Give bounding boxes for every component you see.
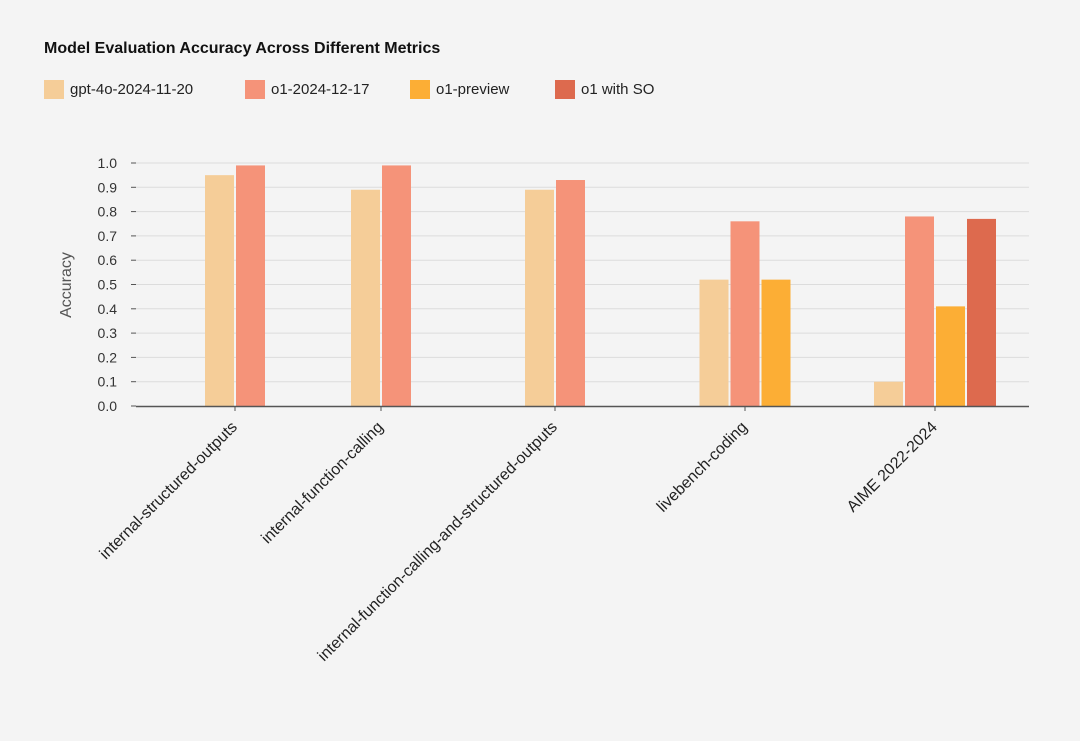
legend-swatch — [410, 79, 430, 99]
x-tick-label: internal-structured-outputs — [97, 419, 241, 563]
bar — [205, 175, 234, 406]
y-axis-label: Accuracy — [58, 252, 75, 318]
y-tick-label: 0.3 — [98, 325, 118, 341]
legend-swatch — [245, 79, 265, 99]
legend-item-o1-with-so: o1 with SO — [555, 78, 654, 100]
bar — [936, 306, 965, 406]
legend-label: o1 with SO — [581, 80, 655, 98]
legend-label: o1-preview — [436, 80, 510, 98]
legend-label: o1-2024-12-17 — [271, 80, 370, 98]
legend-item-o1: o1-2024-12-17 — [245, 78, 369, 100]
bar — [236, 165, 265, 406]
legend-item-gpt-4o: gpt-4o-2024-11-20 — [44, 78, 193, 100]
y-tick-label: 0.6 — [98, 252, 118, 268]
bar — [699, 279, 729, 406]
legend-item-o1-preview: o1-preview — [410, 78, 509, 100]
y-tick-label: 0.8 — [98, 204, 118, 220]
chart-title: Model Evaluation Accuracy Across Differe… — [44, 40, 441, 57]
y-tick-label: 0.2 — [98, 349, 118, 365]
bar — [730, 221, 760, 406]
bar — [761, 279, 791, 406]
legend: gpt-4o-2024-11-20 o1-2024-12-17 o1-previ… — [44, 78, 744, 100]
legend-swatch — [44, 79, 64, 99]
bar — [525, 189, 554, 406]
legend-swatch — [555, 79, 575, 99]
bar — [351, 189, 380, 406]
y-tick-label: 1.0 — [98, 155, 118, 171]
x-tick-label: AIME 2022-2024 — [844, 419, 941, 516]
bar — [556, 180, 585, 406]
bar — [874, 381, 903, 406]
legend-label: gpt-4o-2024-11-20 — [70, 80, 194, 98]
y-tick-label: 0.7 — [98, 228, 118, 244]
bar — [967, 218, 996, 406]
bar — [905, 216, 934, 406]
x-tick-label: livebench-coding — [654, 419, 751, 516]
y-tick-label: 0.9 — [98, 179, 118, 195]
y-tick-label: 0.5 — [98, 277, 118, 293]
y-tick-label: 0.4 — [98, 301, 118, 317]
x-tick-label: internal-function-calling — [258, 419, 386, 547]
bar — [382, 165, 411, 406]
y-tick-label: 0.0 — [98, 398, 118, 414]
y-tick-label: 0.1 — [98, 374, 118, 390]
